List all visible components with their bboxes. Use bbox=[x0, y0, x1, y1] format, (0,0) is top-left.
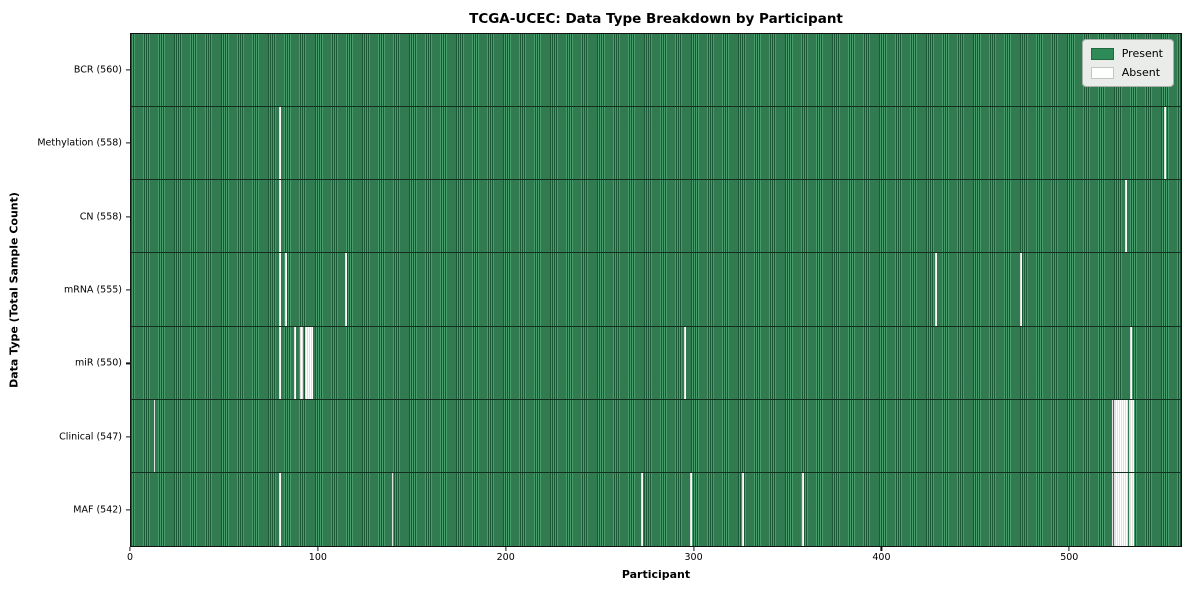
absent-stripe bbox=[1126, 472, 1129, 546]
heatmap-row-mir bbox=[131, 326, 1181, 400]
y-tick-label: CN (558) bbox=[79, 211, 122, 223]
plot-area bbox=[130, 33, 1182, 547]
y-tick-mark bbox=[126, 69, 130, 71]
heatmap-row-clinical bbox=[131, 399, 1181, 473]
absent-stripe bbox=[1130, 472, 1133, 546]
absent-stripe bbox=[305, 326, 308, 399]
absent-stripe bbox=[1117, 399, 1120, 472]
absent-stripe bbox=[309, 326, 311, 399]
absent-stripe bbox=[1019, 253, 1022, 326]
x-tick-label: 400 bbox=[872, 552, 891, 563]
y-tick-label: Methylation (558) bbox=[37, 137, 122, 149]
absent-stripe bbox=[1117, 472, 1120, 546]
y-axis-title: Data Type (Total Sample Count) bbox=[7, 192, 21, 388]
x-tick-label: 500 bbox=[1060, 552, 1079, 563]
absent-stripe bbox=[689, 472, 692, 546]
absent-stripe bbox=[1124, 180, 1127, 253]
legend-label: Present bbox=[1121, 47, 1163, 60]
absent-stripe bbox=[1124, 472, 1127, 546]
y-tick-label: Clinical (547) bbox=[59, 431, 122, 443]
y-tick-mark bbox=[126, 289, 130, 291]
absent-stripe bbox=[279, 326, 281, 399]
y-tick-label: miR (550) bbox=[74, 357, 122, 369]
x-axis-title: Participant bbox=[621, 568, 691, 581]
absent-stripe bbox=[641, 472, 643, 546]
absent-stripe bbox=[1130, 326, 1133, 399]
absent-stripe bbox=[1126, 399, 1129, 472]
absent-stripe bbox=[1119, 399, 1121, 472]
absent-stripe bbox=[1113, 472, 1116, 546]
absent-stripe bbox=[1121, 472, 1123, 546]
absent-stripe bbox=[1128, 472, 1131, 546]
heatmap-row-cn bbox=[131, 180, 1181, 254]
legend-swatch bbox=[1090, 66, 1114, 79]
y-tick-mark bbox=[126, 362, 130, 365]
absent-stripe bbox=[935, 253, 938, 326]
chart-title: TCGA-UCEC: Data Type Breakdown by Partic… bbox=[469, 11, 843, 27]
absent-stripe bbox=[1128, 399, 1131, 472]
absent-stripe bbox=[1130, 399, 1133, 472]
absent-stripe bbox=[1132, 399, 1135, 472]
absent-stripe bbox=[1122, 399, 1125, 472]
heatmap-row-methylation bbox=[131, 107, 1181, 181]
heatmap-row-mrna bbox=[131, 253, 1181, 327]
x-tick-label: 300 bbox=[684, 552, 703, 563]
legend: Present Absent bbox=[1081, 39, 1174, 87]
legend-entry-present: Present bbox=[1090, 47, 1163, 60]
y-tick-mark bbox=[126, 215, 130, 218]
absent-stripe bbox=[391, 472, 394, 546]
absent-stripe bbox=[311, 326, 313, 399]
absent-stripe bbox=[279, 107, 281, 180]
absent-stripe bbox=[279, 253, 281, 326]
x-tick-label: 100 bbox=[308, 552, 327, 563]
absent-stripe bbox=[344, 253, 347, 326]
y-tick-label: mRNA (555) bbox=[63, 284, 122, 296]
heatmap-row-bcr bbox=[131, 34, 1181, 108]
x-tick-label: 200 bbox=[496, 552, 515, 563]
absent-stripe bbox=[1113, 399, 1116, 472]
absent-stripe bbox=[301, 326, 304, 399]
absent-stripe bbox=[802, 472, 805, 546]
absent-stripe bbox=[1111, 399, 1114, 472]
absent-stripe bbox=[1121, 399, 1123, 472]
absent-stripe bbox=[742, 472, 745, 546]
absent-stripe bbox=[1119, 472, 1121, 546]
heatmap-row-maf bbox=[131, 472, 1181, 546]
legend-label: Absent bbox=[1121, 66, 1161, 79]
absent-stripe bbox=[1124, 399, 1127, 472]
absent-stripe bbox=[1115, 399, 1118, 472]
absent-stripe bbox=[1115, 472, 1118, 546]
absent-stripe bbox=[307, 326, 310, 399]
absent-stripe bbox=[279, 472, 281, 546]
y-tick-mark bbox=[126, 142, 130, 144]
absent-stripe bbox=[294, 326, 296, 399]
x-tick-mark bbox=[880, 547, 883, 551]
absent-stripe bbox=[1122, 472, 1125, 546]
y-tick-label: BCR (560) bbox=[73, 64, 122, 76]
absent-stripe bbox=[279, 180, 281, 253]
x-tick-mark bbox=[317, 547, 319, 551]
x-tick-mark bbox=[505, 547, 507, 551]
absent-stripe bbox=[1132, 472, 1135, 546]
x-tick-mark bbox=[692, 547, 695, 551]
legend-entry-absent: Absent bbox=[1090, 66, 1163, 79]
absent-stripe bbox=[1111, 472, 1114, 546]
y-tick-label: MAF (542) bbox=[73, 504, 122, 516]
y-tick-mark bbox=[126, 509, 130, 511]
absent-stripe bbox=[153, 399, 156, 472]
absent-stripe bbox=[299, 326, 302, 399]
x-tick-mark bbox=[1068, 547, 1070, 551]
x-tick-label: 0 bbox=[126, 552, 134, 563]
x-tick-mark bbox=[129, 547, 131, 551]
y-tick-mark bbox=[126, 436, 130, 438]
absent-stripe bbox=[284, 253, 287, 326]
absent-stripe bbox=[684, 326, 686, 399]
absent-stripe bbox=[1164, 107, 1166, 180]
legend-swatch bbox=[1090, 47, 1114, 60]
